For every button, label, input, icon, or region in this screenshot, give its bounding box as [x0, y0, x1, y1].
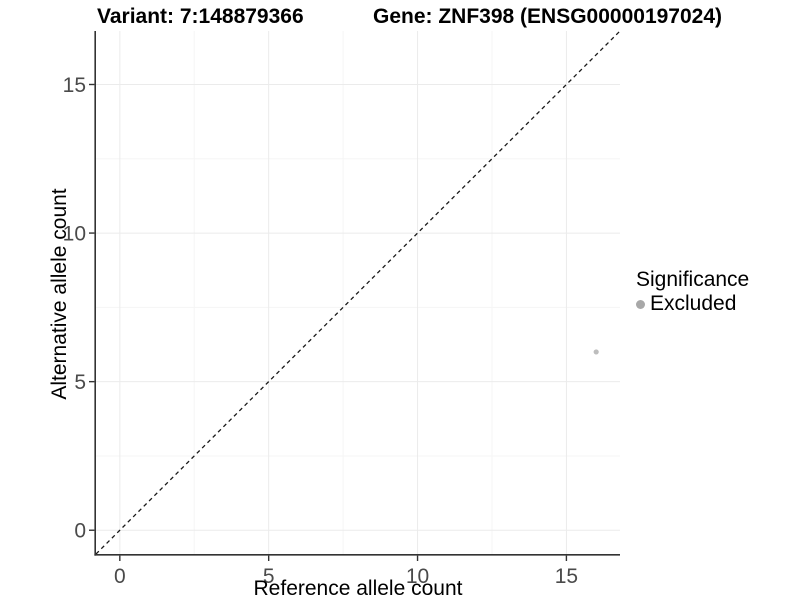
y-tick-label: 5: [74, 371, 86, 394]
x-tick-label: 5: [263, 565, 275, 588]
legend-marker-circle-icon: [636, 299, 645, 309]
x-axis-title: Reference allele count: [253, 577, 463, 600]
x-tick-label: 10: [406, 565, 429, 588]
y-tick-label: 10: [63, 223, 86, 246]
identity-line: [95, 30, 621, 555]
plot-title-gene: Gene: ZNF398 (ENSG00000197024): [373, 5, 723, 28]
legend: Significance Excluded: [636, 268, 750, 316]
legend-entry-label: Excluded: [650, 292, 737, 316]
data-point: [593, 349, 599, 355]
y-axis-title: Alternative allele count: [48, 188, 71, 400]
plot-title-variant: Variant: 7:148879366: [97, 5, 304, 28]
x-tick-label: 15: [555, 565, 578, 588]
y-tick-label: 0: [74, 520, 86, 543]
legend-entry-excluded: Excluded: [636, 292, 749, 316]
x-tick-label: 0: [114, 565, 126, 588]
y-tick-label: 15: [63, 74, 86, 97]
legend-title: Significance: [636, 268, 750, 291]
